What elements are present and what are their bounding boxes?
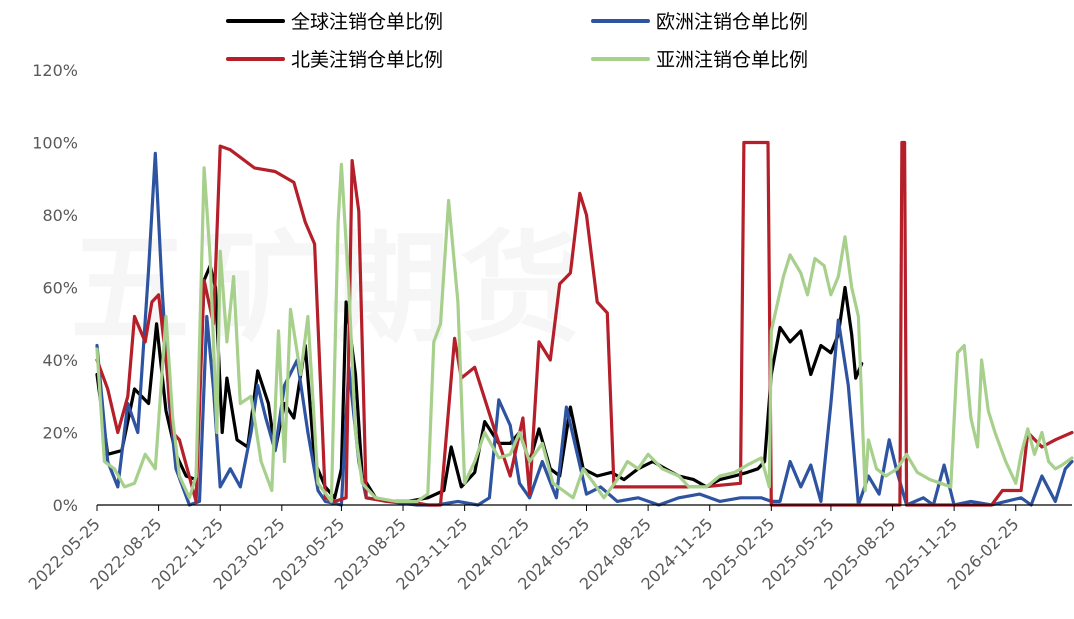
legend-label: 北美注销仓单比例: [291, 49, 443, 71]
series-line-2: [95, 151, 1074, 507]
y-axis: 0% 20% 40% 60% 80% 100% 120%: [32, 61, 78, 515]
y-tick-label: 120%: [32, 61, 78, 80]
y-tick-label: 80%: [42, 206, 78, 225]
y-tick-label: 20%: [42, 424, 78, 443]
y-tick-label: 40%: [42, 351, 78, 370]
series-line-4: [95, 162, 1074, 503]
y-tick-label: 60%: [42, 279, 78, 298]
y-tick-label: 100%: [32, 134, 78, 153]
legend-label: 欧洲注销仓单比例: [656, 11, 808, 33]
y-tick-label: 0%: [53, 496, 78, 515]
x-axis: 2022-05-252022-08-252022-11-252023-02-25…: [25, 504, 1072, 594]
legend-label: 全球注销仓单比例: [291, 11, 443, 33]
legend-label: 亚洲注销仓单比例: [656, 49, 808, 71]
